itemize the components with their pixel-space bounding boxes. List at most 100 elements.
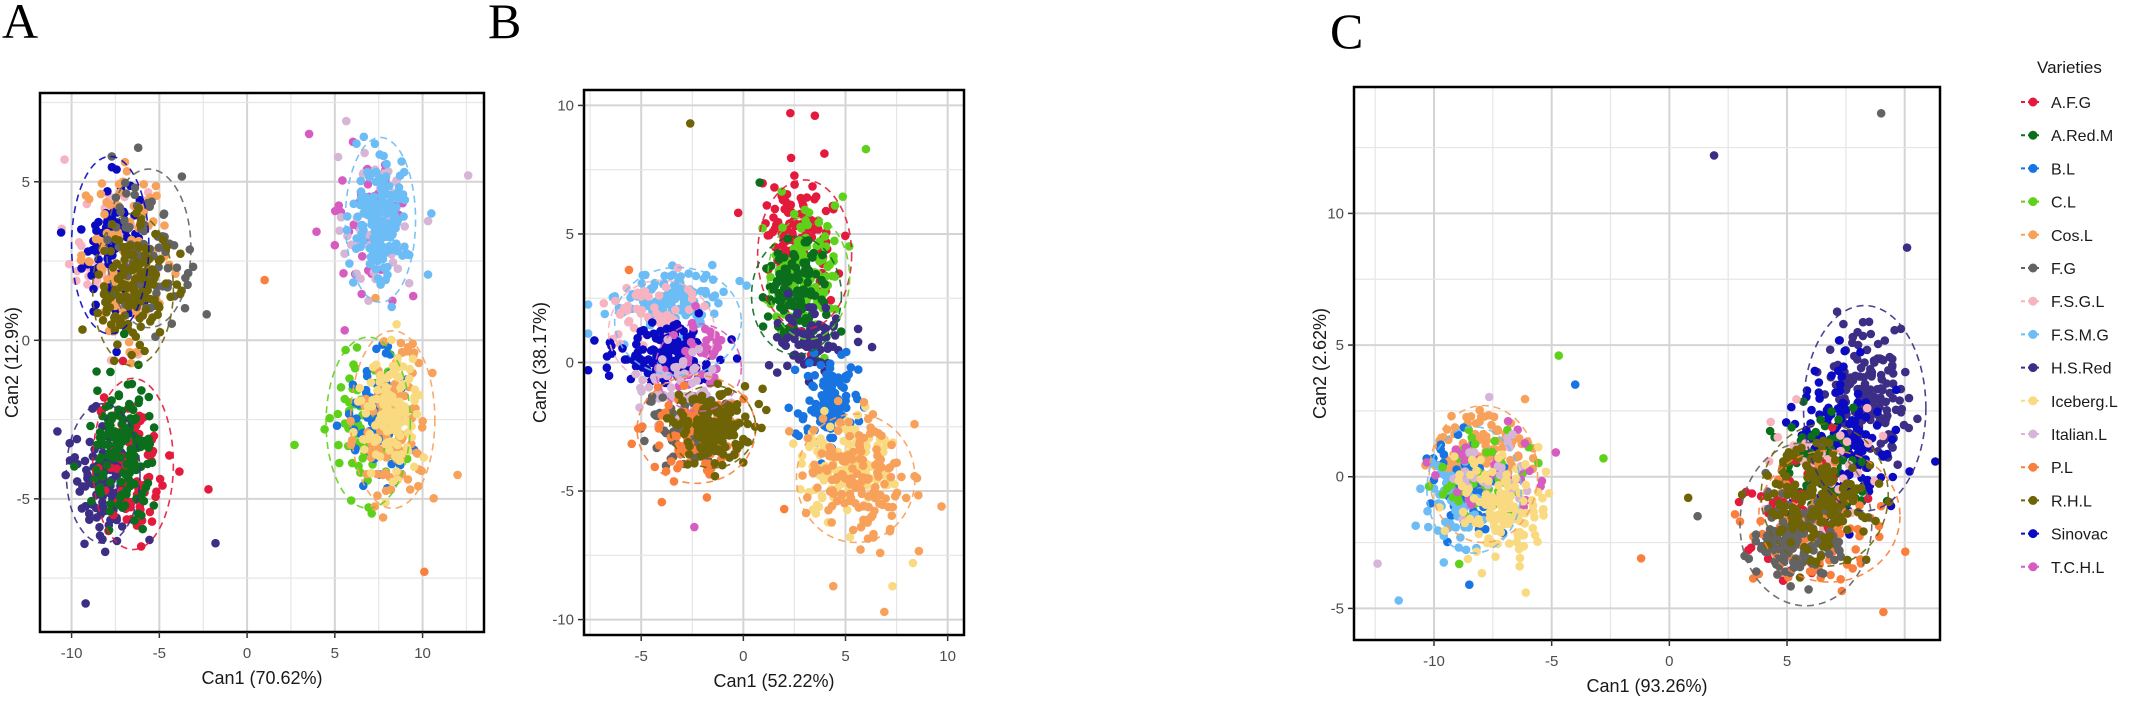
data-point bbox=[831, 377, 840, 387]
data-point bbox=[1895, 396, 1904, 405]
data-point bbox=[825, 359, 835, 369]
data-point bbox=[701, 459, 710, 468]
data-point bbox=[120, 255, 129, 264]
data-point bbox=[103, 295, 113, 304]
data-point bbox=[412, 409, 422, 419]
data-point bbox=[126, 358, 136, 368]
data-point bbox=[875, 499, 884, 508]
data-point bbox=[1748, 574, 1758, 583]
data-point bbox=[381, 224, 390, 233]
data-point bbox=[332, 421, 342, 431]
data-point bbox=[349, 278, 358, 287]
data-point bbox=[815, 320, 824, 330]
data-point bbox=[607, 349, 617, 358]
data-point bbox=[743, 419, 752, 429]
data-point bbox=[175, 467, 184, 476]
data-point bbox=[118, 419, 127, 429]
data-point bbox=[378, 513, 388, 522]
data-point bbox=[1471, 518, 1480, 528]
data-point bbox=[95, 522, 104, 532]
data-point bbox=[772, 333, 782, 342]
data-point bbox=[394, 183, 404, 192]
data-point bbox=[691, 271, 701, 281]
data-point bbox=[863, 502, 873, 512]
data-point bbox=[677, 419, 687, 428]
data-point bbox=[376, 280, 385, 289]
data-point bbox=[90, 475, 99, 484]
data-point bbox=[892, 458, 901, 468]
data-point bbox=[1773, 432, 1783, 442]
data-point bbox=[113, 340, 122, 349]
data-point bbox=[1737, 490, 1747, 500]
data-point bbox=[1786, 582, 1795, 591]
legend-dot-icon bbox=[2028, 429, 2038, 439]
data-point bbox=[1849, 403, 1858, 413]
data-point bbox=[662, 290, 672, 300]
data-point bbox=[386, 485, 396, 494]
data-point bbox=[741, 412, 750, 422]
data-point bbox=[400, 242, 409, 251]
data-point bbox=[414, 481, 423, 491]
data-point bbox=[428, 368, 437, 378]
data-point bbox=[815, 333, 824, 343]
outlier-point bbox=[880, 607, 889, 617]
data-point bbox=[1495, 470, 1505, 480]
ellipse-f-s-g-l bbox=[607, 279, 716, 384]
data-point bbox=[125, 297, 134, 307]
data-point bbox=[357, 289, 367, 299]
data-point bbox=[403, 475, 413, 484]
data-point bbox=[844, 440, 854, 449]
data-point bbox=[1476, 412, 1486, 422]
data-point bbox=[1504, 498, 1513, 508]
data-point bbox=[813, 483, 822, 493]
data-point bbox=[404, 374, 414, 384]
data-point bbox=[1458, 507, 1468, 517]
data-point bbox=[105, 401, 114, 410]
data-point bbox=[365, 200, 375, 210]
y-tick-label: 0 bbox=[566, 355, 574, 372]
data-point bbox=[1487, 447, 1497, 457]
data-point bbox=[386, 233, 395, 242]
data-point bbox=[134, 398, 143, 408]
legend-label: P.L bbox=[2051, 460, 2073, 477]
data-point bbox=[644, 383, 654, 392]
data-point bbox=[366, 252, 376, 262]
data-point bbox=[1494, 453, 1503, 463]
data-point bbox=[100, 209, 109, 219]
data-point bbox=[1843, 525, 1852, 535]
legend-dot-icon bbox=[2028, 396, 2038, 406]
data-point bbox=[649, 329, 658, 339]
data-point bbox=[1439, 450, 1449, 459]
data-point bbox=[141, 243, 150, 253]
data-point bbox=[1827, 407, 1836, 416]
data-point bbox=[846, 363, 856, 372]
data-point bbox=[1913, 414, 1922, 424]
data-point bbox=[1834, 336, 1844, 345]
data-point bbox=[1810, 366, 1820, 376]
data-point bbox=[359, 132, 369, 142]
y-tick-label: -5 bbox=[561, 483, 574, 500]
data-point bbox=[1830, 507, 1839, 516]
outlier-point bbox=[810, 111, 820, 121]
data-point bbox=[732, 444, 742, 454]
data-point bbox=[1871, 516, 1880, 526]
outlier-point bbox=[204, 485, 213, 494]
data-point bbox=[789, 249, 798, 259]
data-point bbox=[1878, 431, 1888, 441]
data-point bbox=[684, 269, 693, 278]
data-point bbox=[708, 351, 717, 361]
data-point bbox=[100, 547, 110, 557]
outlier-point bbox=[1876, 109, 1886, 118]
y-tick-label: 10 bbox=[1327, 205, 1344, 222]
data-point bbox=[82, 465, 91, 475]
data-point bbox=[155, 474, 165, 484]
data-point bbox=[1792, 395, 1801, 404]
legend-label: C.L bbox=[2051, 195, 2076, 212]
y-tick-label: -10 bbox=[552, 612, 574, 629]
outlier-point bbox=[1693, 511, 1702, 521]
data-point bbox=[790, 350, 800, 360]
outlier-point bbox=[786, 108, 795, 118]
confidence-ellipses bbox=[607, 179, 916, 544]
data-point bbox=[851, 390, 860, 400]
